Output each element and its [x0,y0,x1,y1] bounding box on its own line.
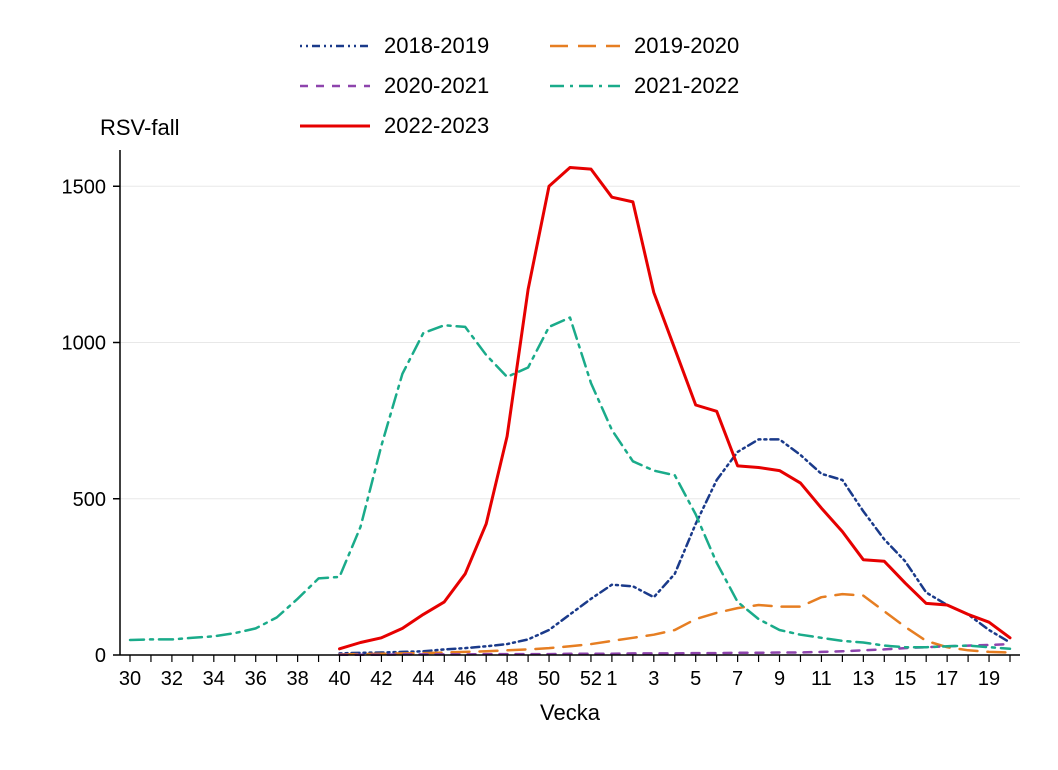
y-tick-label: 0 [95,645,106,667]
x-tick-label: 50 [538,668,560,690]
x-tick-label: 17 [936,668,958,690]
legend-label: 2020-2021 [384,73,489,98]
y-tick-label: 1500 [62,176,107,198]
x-tick-label: 7 [732,668,743,690]
x-axis-label: Vecka [540,700,601,725]
x-tick-label: 1 [606,668,617,690]
x-tick-label: 48 [496,668,518,690]
x-tick-label: 36 [245,668,267,690]
x-tick-label: 40 [328,668,350,690]
x-tick-label: 38 [286,668,308,690]
x-tick-label: 52 [580,668,602,690]
legend-label: 2022-2023 [384,113,489,138]
chart-container: 0500100015003032343638404244464850521357… [0,0,1058,770]
x-tick-label: 44 [412,668,434,690]
y-tick-label: 1000 [62,333,107,355]
x-tick-label: 5 [690,668,701,690]
x-tick-label: 9 [774,668,785,690]
x-tick-label: 11 [811,668,832,690]
legend-label: 2019-2020 [634,33,739,58]
legend-label: 2021-2022 [634,73,739,98]
x-tick-label: 15 [894,668,916,690]
y-axis-label: RSV-fall [100,115,179,140]
x-tick-label: 30 [119,668,141,690]
x-tick-label: 46 [454,668,476,690]
line-chart: 0500100015003032343638404244464850521357… [0,0,1058,770]
y-tick-label: 500 [73,489,106,511]
x-tick-label: 32 [161,668,183,690]
x-tick-label: 34 [203,668,225,690]
legend-label: 2018-2019 [384,33,489,58]
x-tick-label: 42 [370,668,392,690]
x-tick-label: 13 [852,668,874,690]
x-tick-label: 19 [978,668,1000,690]
x-tick-label: 3 [648,668,659,690]
